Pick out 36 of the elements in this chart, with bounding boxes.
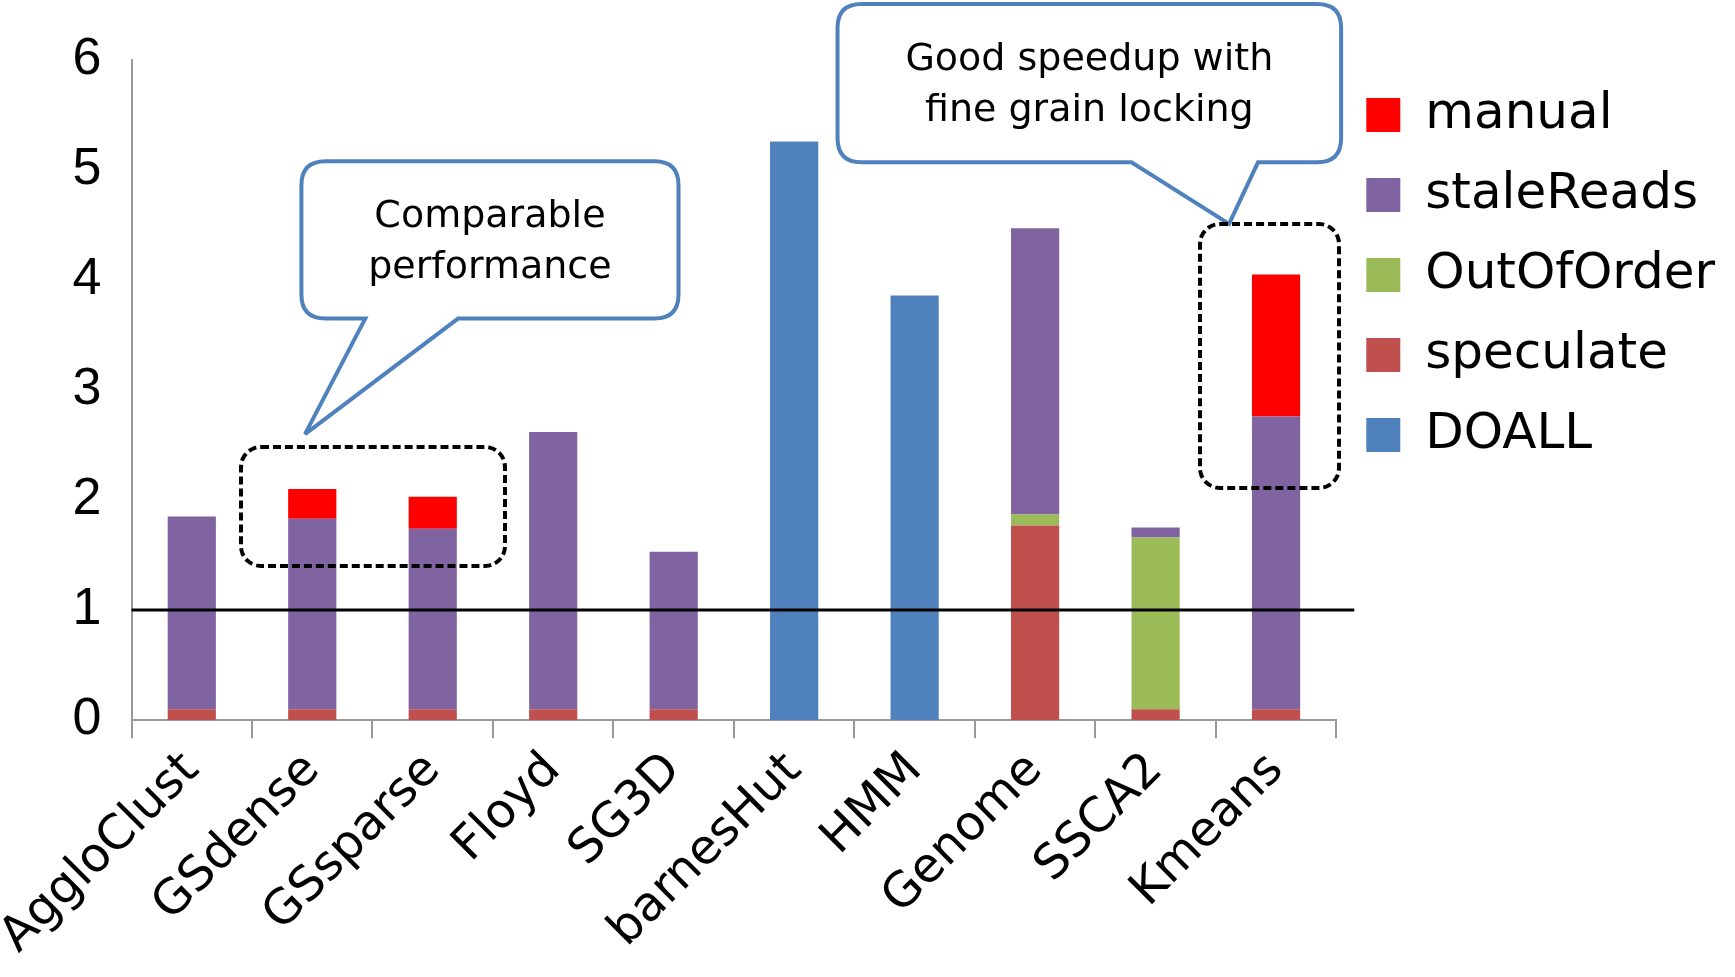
y-tick-label: 3 xyxy=(72,357,102,416)
bar xyxy=(408,709,457,721)
legend-label: manual xyxy=(1425,81,1613,140)
annotation: Good speedup with fine grain locking xyxy=(904,33,1275,133)
y-tick-label: 0 xyxy=(72,687,102,746)
bar xyxy=(1131,537,1180,710)
y-tick-label: 4 xyxy=(72,247,102,306)
bar xyxy=(1011,525,1060,721)
annotation: Comparable performance xyxy=(367,190,613,289)
bar xyxy=(408,496,457,529)
y-tick-label: 6 xyxy=(72,27,102,86)
bar xyxy=(288,518,337,710)
bar xyxy=(408,528,457,710)
bar xyxy=(649,551,698,710)
bar xyxy=(1251,274,1301,417)
bar xyxy=(1131,709,1180,721)
bar xyxy=(167,516,216,710)
bar xyxy=(288,709,337,721)
bar xyxy=(167,709,216,721)
bar xyxy=(890,295,939,721)
bar xyxy=(1011,228,1060,515)
bar xyxy=(529,709,578,721)
bar xyxy=(1011,514,1060,526)
legend-label: staleReads xyxy=(1425,161,1698,220)
bar xyxy=(770,141,819,721)
bar xyxy=(1251,709,1301,721)
y-tick-label: 1 xyxy=(72,577,102,636)
bar xyxy=(649,709,698,721)
legend-label: speculate xyxy=(1425,321,1668,380)
bar xyxy=(288,489,337,519)
y-tick-label: 2 xyxy=(72,467,102,526)
y-tick-label: 5 xyxy=(72,137,102,196)
bar xyxy=(1131,527,1180,538)
legend-label: OutOfOrder xyxy=(1425,241,1716,300)
bar xyxy=(529,431,578,710)
legend-label: DOALL xyxy=(1425,401,1593,460)
